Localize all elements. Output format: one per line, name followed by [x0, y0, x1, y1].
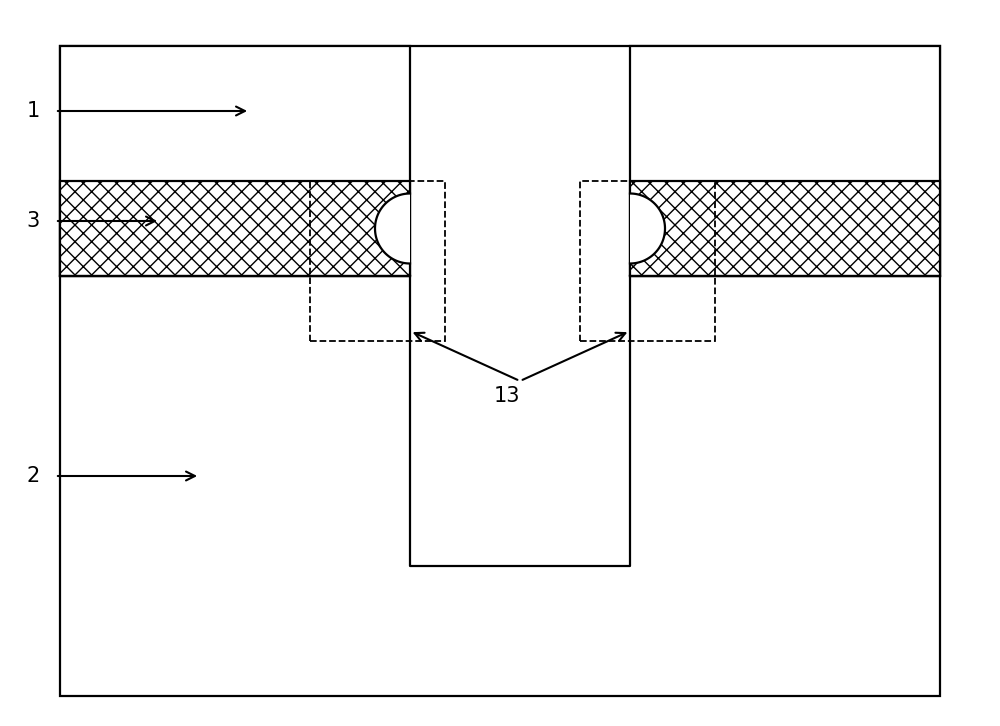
Text: 1: 1	[27, 101, 40, 121]
Bar	[630, 46, 940, 276]
Polygon shape	[410, 276, 630, 566]
Bar	[630, 181, 940, 276]
Text: 3: 3	[27, 211, 40, 231]
Bar	[310, 181, 445, 341]
Text: 13: 13	[494, 386, 520, 406]
Polygon shape	[630, 181, 665, 276]
Bar	[60, 46, 940, 696]
Text: 2: 2	[27, 466, 40, 486]
Bar	[60, 46, 410, 276]
Polygon shape	[375, 181, 410, 276]
Bar	[60, 181, 410, 276]
Bar	[580, 181, 715, 341]
